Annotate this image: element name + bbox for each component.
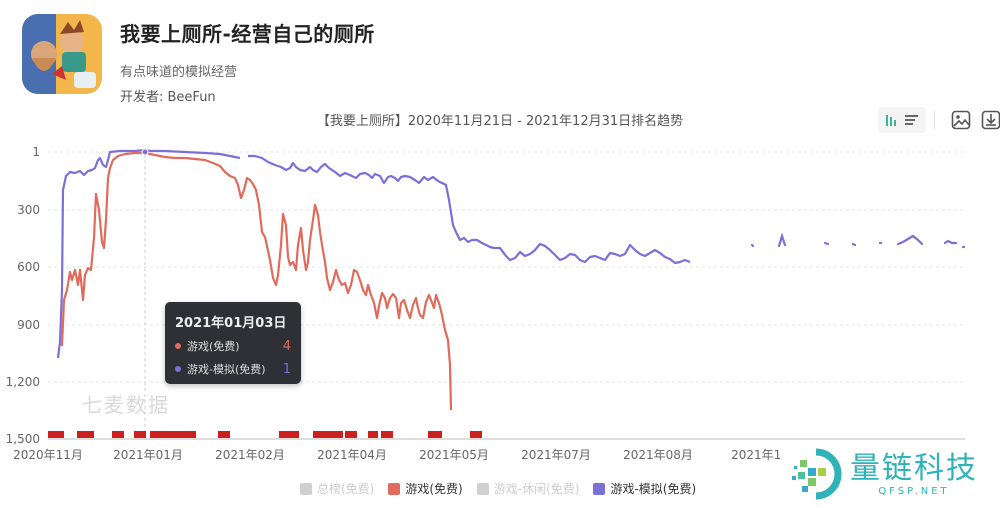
series-game-sim-free	[56, 148, 241, 359]
legend-item-game-free[interactable]: 游戏(免费)	[388, 480, 463, 497]
legend-label: 游戏(免费)	[405, 482, 463, 496]
x-tick: 2021年05月	[419, 448, 489, 462]
x-tick: 2021年01月	[113, 448, 183, 462]
chart-title: 【我要上厕所】2020年11月21日 - 2021年12月31日排名趋势	[316, 114, 684, 129]
y-tick: 1,200	[5, 375, 40, 389]
app-developer: 开发者: BeeFun	[120, 90, 216, 105]
dot-icon	[175, 366, 181, 372]
brand-watermark: 量链科技 QFSP.NET	[780, 444, 984, 504]
legend-swatch	[300, 482, 312, 495]
tooltip-value: 1	[282, 361, 291, 377]
legend-item-game-casual-free[interactable]: 游戏-休闲(免费)	[476, 480, 580, 497]
x-tick: 2021年10	[731, 448, 789, 462]
y-tick: 1,500	[5, 432, 40, 446]
tooltip-date: 2021年01月03日	[175, 316, 287, 331]
download-button[interactable]	[979, 108, 1000, 132]
app-icon	[22, 14, 102, 94]
legend-swatch	[388, 482, 401, 495]
legend-item-game-sim-free[interactable]: 游戏-模拟(免费)	[593, 480, 696, 497]
y-tick: 300	[17, 203, 40, 217]
x-tick: 2020年11月	[13, 448, 83, 462]
y-tick: 1	[32, 145, 40, 159]
chart-legend: 总榜(免费) 游戏(免费) 游戏-休闲(免费) 游戏-模拟(免费)	[300, 480, 710, 497]
chart-tooltip: 2021年01月03日 游戏(免费) 4 游戏-模拟(免费) 1	[165, 302, 301, 384]
legend-label: 总榜(免费)	[317, 482, 375, 496]
brand-logo-icon	[792, 448, 842, 500]
brand-name-cn: 量链科技	[850, 450, 978, 486]
tooltip-label: 游戏(免费)	[187, 340, 240, 353]
legend-swatch	[593, 482, 606, 495]
list-icon	[905, 115, 918, 125]
series-game-free	[60, 151, 453, 411]
brand-name-en: QFSP.NET	[878, 485, 950, 497]
tooltip-row: 游戏-模拟(免费) 1	[175, 361, 291, 377]
x-tick: 2021年02月	[215, 448, 285, 462]
tooltip-label: 游戏-模拟(免费)	[187, 363, 266, 376]
chart-toolbar	[878, 107, 1000, 133]
app-title: 我要上厕所-经营自己的厕所	[120, 22, 375, 46]
highlight-point	[141, 148, 149, 156]
legend-item-overall-free[interactable]: 总榜(免费)	[300, 480, 374, 497]
x-tick: 2021年04月	[317, 448, 387, 462]
legend-swatch	[476, 482, 489, 495]
tooltip-value: 4	[282, 338, 291, 354]
app-subtitle: 有点味道的模拟经营	[120, 65, 238, 80]
save-image-button[interactable]	[949, 108, 973, 132]
y-tick: 900	[17, 318, 40, 332]
legend-label: 游戏-休闲(免费)	[493, 482, 580, 496]
event-flags	[48, 431, 482, 438]
bar-chart-view-button[interactable]	[882, 110, 902, 130]
x-tick: 2021年07月	[521, 448, 591, 462]
legend-label: 游戏-模拟(免费)	[610, 482, 697, 496]
toolbar-divider	[934, 111, 935, 129]
app-header: 我要上厕所-经营自己的厕所 有点味道的模拟经营 开发者: BeeFun	[22, 14, 375, 105]
watermark: 七麦数据	[82, 393, 170, 417]
dot-icon	[175, 343, 181, 349]
bar-chart-icon	[886, 115, 896, 126]
view-toggle	[878, 107, 926, 133]
x-tick: 2021年08月	[623, 448, 693, 462]
y-tick: 600	[17, 260, 40, 274]
image-icon	[951, 110, 971, 130]
tooltip-row: 游戏(免费) 4	[175, 338, 291, 354]
list-view-button[interactable]	[902, 110, 922, 130]
download-icon	[981, 110, 1000, 130]
